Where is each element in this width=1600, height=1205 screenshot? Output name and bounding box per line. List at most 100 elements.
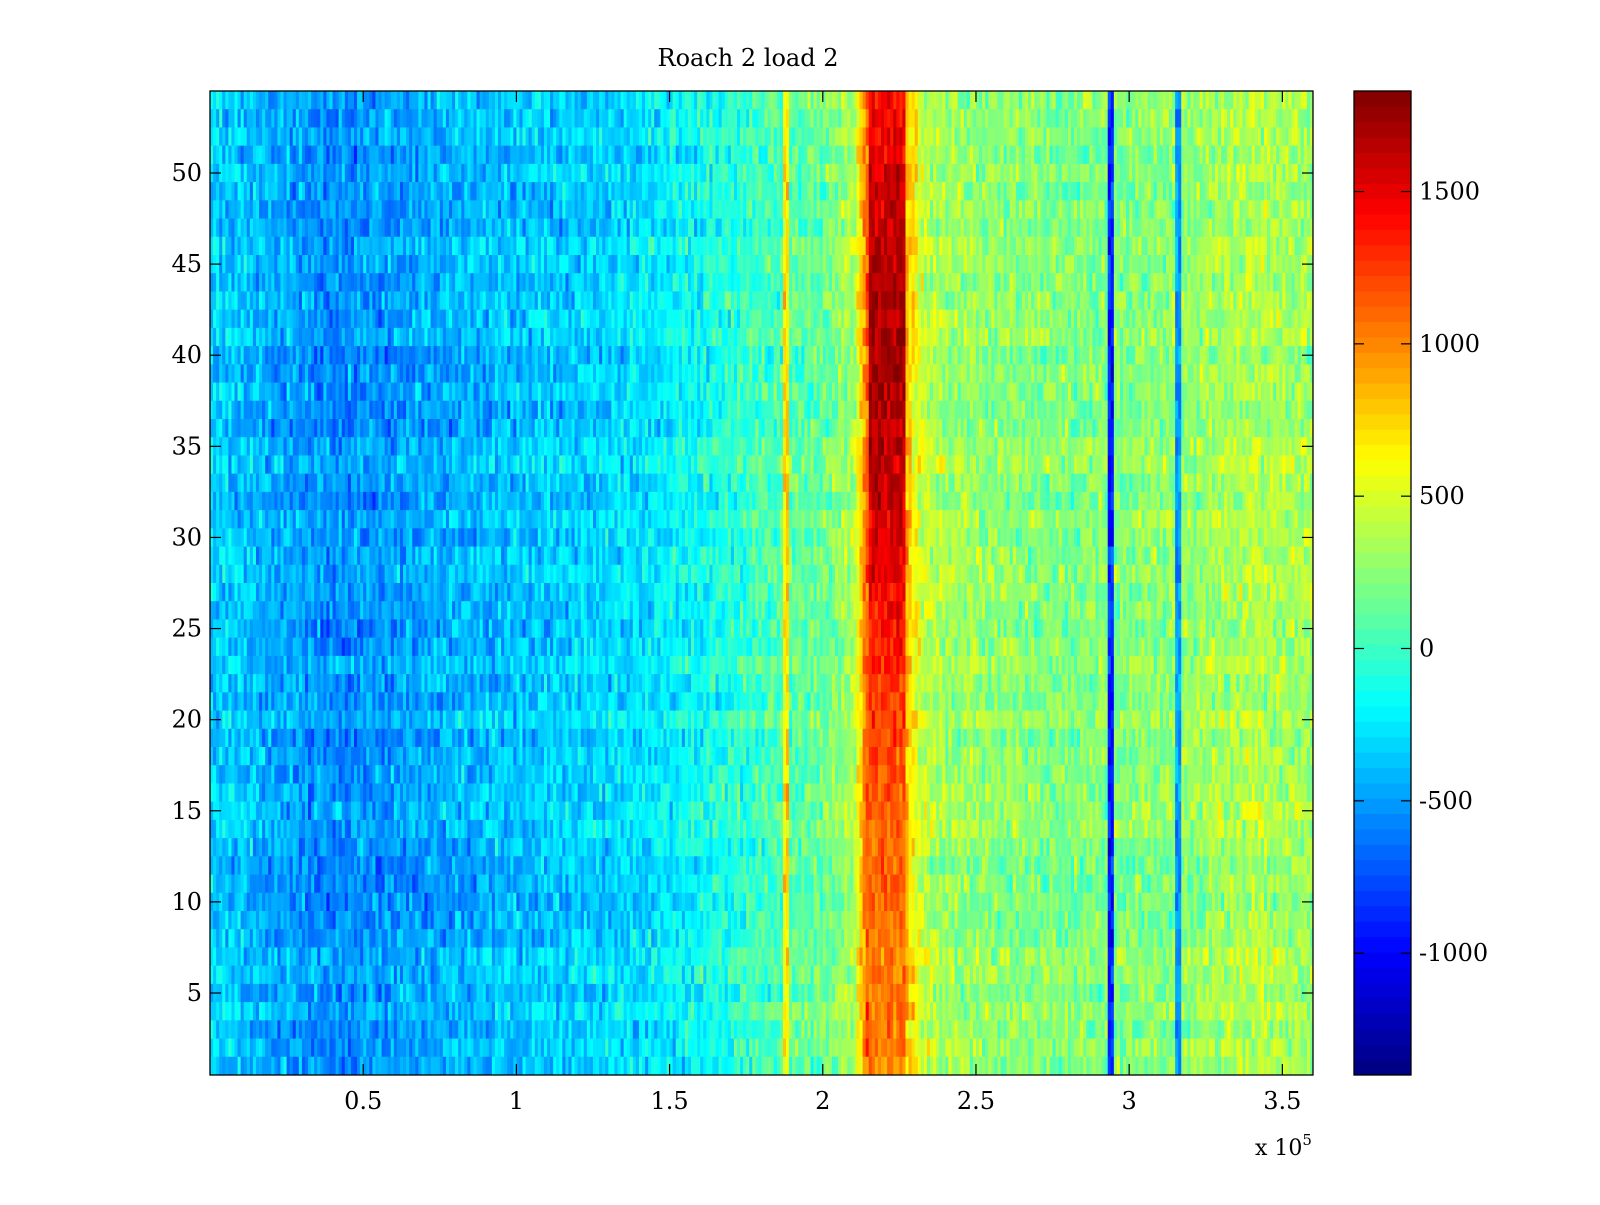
heatmap-cell [430,127,435,147]
heatmap-cell [954,291,958,311]
heatmap-cell [988,255,992,274]
heatmap-cell [1178,291,1182,311]
heatmap-cell [378,273,382,292]
heatmap-cell [700,163,704,183]
heatmap-cell [442,127,447,147]
heatmap-cell [1279,145,1283,165]
heatmap-cell [1077,218,1081,238]
heatmap-cell [599,327,603,347]
heatmap-cell [350,236,355,256]
heatmap-cell [948,218,952,238]
heatmap-cell [513,327,517,347]
heatmap-cell [329,91,333,110]
heatmap-cell [1012,273,1017,292]
heatmap-cell [1260,127,1265,147]
heatmap-cell [599,273,603,292]
heatmap-cell [488,327,493,347]
heatmap-cell [504,309,508,329]
heatmap-cell [354,145,358,165]
heatmap-cell [347,236,352,256]
heatmap-cell [473,182,477,201]
heatmap-cell [936,273,940,292]
heatmap-cell [801,127,805,147]
heatmap-cell [501,127,505,147]
heatmap-cell [651,291,655,311]
heatmap-cell [727,218,732,238]
heatmap-cell [596,255,600,274]
heatmap-cell [945,109,949,128]
heatmap-cell [1028,255,1032,274]
heatmap-cell [286,309,291,329]
heatmap-cell [1279,163,1283,183]
heatmap-cell [773,255,778,274]
heatmap-cell [1083,109,1087,128]
heatmap-cell [289,327,294,347]
heatmap-cell [1214,91,1219,110]
heatmap-cell [862,127,867,147]
heatmap-cell [776,182,781,201]
heatmap-cell [908,236,913,256]
heatmap-cell [798,163,802,183]
heatmap-cell [378,109,382,128]
heatmap-cell [409,291,413,311]
heatmap-cell [516,182,520,201]
heatmap-cell [574,200,579,219]
heatmap-cell [761,218,765,238]
heatmap-cell [905,291,909,311]
heatmap-cell [709,200,713,219]
heatmap-cell [1297,182,1302,201]
heatmap-cell [393,182,398,201]
heatmap-cell [810,127,814,147]
heatmap-cell [727,182,732,201]
heatmap-cell [905,236,909,256]
heatmap-cell [1288,145,1292,165]
heatmap-cell [694,327,698,347]
heatmap-cell [1061,273,1066,292]
heatmap-cell [301,91,306,110]
heatmap-cell [810,236,814,256]
heatmap-cell [537,200,542,219]
heatmap-cell [1300,109,1305,128]
heatmap-cell [448,182,453,201]
heatmap-cell [1202,218,1207,238]
heatmap-cell [942,291,946,311]
heatmap-cell [911,309,916,329]
heatmap-cell [1064,218,1069,238]
heatmap-cell [1251,255,1256,274]
heatmap-cell [403,291,407,311]
heatmap-cell [617,255,621,274]
heatmap-cell [1294,273,1299,292]
heatmap-cell [298,273,303,292]
heatmap-cell [1165,327,1170,347]
heatmap-cell [537,145,542,165]
heatmap-cell [758,218,762,238]
heatmap-cell [323,291,327,311]
heatmap-cell [246,91,251,110]
heatmap-cell [1303,291,1308,311]
heatmap-cell [678,127,683,147]
heatmap-cell [638,291,643,311]
heatmap-cell [308,127,312,147]
heatmap-cell [1251,91,1256,110]
heatmap-cell [1279,273,1283,292]
heatmap-cell [902,236,906,256]
heatmap-cell [286,109,291,128]
heatmap-cell [396,145,401,165]
heatmap-cell [1080,309,1084,329]
heatmap-cell [433,200,438,219]
heatmap-cell [1003,255,1008,274]
heatmap-cell [1227,109,1231,128]
heatmap-cell [237,327,242,347]
heatmap-cell [1187,236,1191,256]
heatmap-cell [540,291,545,311]
heatmap-cell [592,218,597,238]
heatmap-cell [271,236,275,256]
heatmap-cell [1236,200,1240,219]
heatmap-cell [703,291,707,311]
heatmap-cell [357,327,361,347]
heatmap-cell [286,327,291,347]
heatmap-cell [1224,91,1228,110]
heatmap-cell [786,327,790,347]
heatmap-cell [1172,218,1176,238]
heatmap-cell [1110,200,1115,219]
